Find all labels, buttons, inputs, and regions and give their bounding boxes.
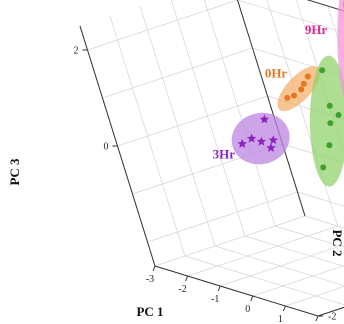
grid-line (154, 215, 306, 267)
grid-line (147, 191, 298, 243)
data-point-6hr (326, 102, 333, 109)
x-tick-mark (315, 315, 319, 322)
grid-line (285, 286, 344, 307)
grid-line (282, 143, 344, 164)
x-tick-label: -2 (178, 284, 186, 295)
grid-line (237, 0, 344, 34)
z-tick-label: 2 (74, 46, 79, 57)
data-point-6hr (335, 112, 342, 118)
grid-line (102, 47, 253, 99)
grid-line (274, 225, 344, 248)
grid-line (304, 215, 344, 229)
group-label-3hr: 3Hr (213, 147, 236, 162)
data-point-6hr (327, 120, 334, 127)
group-labels: 0Hr6Hr3Hr9Hr (213, 22, 328, 162)
grid-line (252, 265, 344, 297)
data-point-3hr (256, 136, 267, 146)
x-tick-mark (250, 295, 254, 302)
x-axis-line (154, 265, 319, 317)
x-tick-label: 1 (278, 314, 283, 324)
data-point-3hr (246, 133, 257, 143)
z-axis-title: PC 3 (7, 158, 22, 186)
grid-line (170, 0, 246, 237)
grid-line (244, 235, 344, 267)
x-tick-label: -3 (146, 274, 154, 285)
top-back-edge (306, 0, 344, 12)
x-tick-label: -1 (211, 294, 219, 305)
data-point-0hr (298, 86, 305, 93)
data-markers (237, 1, 344, 171)
chart-grid (79, 0, 344, 317)
grid-line (187, 225, 338, 277)
group-label-9hr: 9Hr (305, 22, 328, 37)
data-point-6hr (326, 142, 333, 149)
data-point-0hr (284, 94, 291, 101)
x-tick-mark (152, 265, 156, 272)
data-point-6hr (320, 164, 327, 171)
grid-line (184, 255, 344, 306)
grid-line (220, 244, 344, 287)
group-label-0hr: 0Hr (265, 66, 288, 81)
grid-line (237, 0, 306, 217)
data-point-3hr (268, 135, 279, 145)
z-tick-label: 0 (104, 142, 109, 153)
data-point-0hr (300, 80, 307, 87)
grid-line (117, 95, 268, 147)
x-tick-mark (282, 305, 286, 312)
tick-labels: -3-2-1012-2-1012320 (74, 46, 337, 324)
chart-axes (79, 0, 344, 322)
y-tick-label: -2 (328, 312, 336, 323)
data-point-3hr (266, 142, 276, 152)
x-tick-mark (185, 275, 189, 282)
x-tick-label: 0 (245, 304, 250, 315)
x-axis-title: PC 1 (136, 304, 163, 319)
z-axis-back-line (236, 0, 306, 217)
grid-line (87, 0, 238, 51)
data-point-0hr (290, 92, 297, 99)
data-point-3hr (259, 114, 270, 124)
x-tick-mark (217, 285, 221, 292)
grid-line (297, 191, 344, 207)
grid-line (237, 0, 306, 217)
y-axis-title: PC 2 (330, 229, 344, 256)
grid-line (214, 245, 344, 286)
data-point-0hr (304, 73, 311, 80)
y-axis-line (317, 306, 344, 317)
data-point-3hr (237, 138, 247, 148)
data-point-6hr (319, 67, 326, 74)
